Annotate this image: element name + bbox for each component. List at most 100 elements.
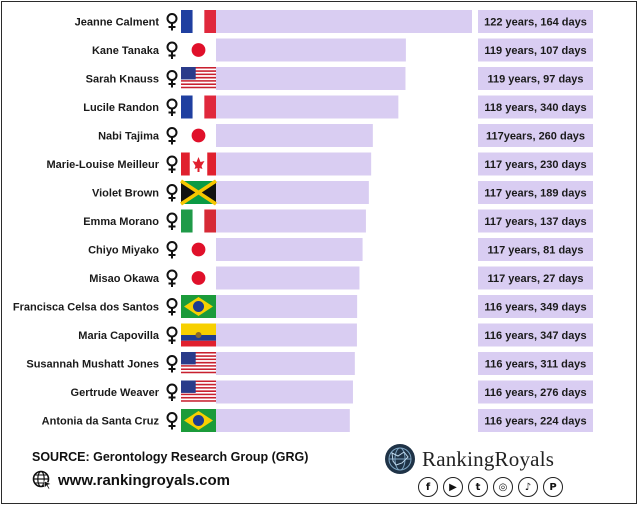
- category-label: Marie-Louise Meilleur: [47, 159, 160, 171]
- canada-flag-icon: [181, 152, 216, 176]
- bar: [215, 10, 472, 33]
- bar: [215, 152, 372, 176]
- social-icons: f ▶ t ◎ ♪ P: [418, 477, 563, 497]
- france-flag-icon: [181, 10, 216, 33]
- value-label: 119 years, 107 days: [484, 45, 586, 57]
- value-label: 116 years, 311 days: [485, 359, 587, 371]
- usa-flag-icon: [181, 352, 216, 375]
- female-symbol-icon: [166, 241, 178, 259]
- brand-name: RankingRoyals: [422, 446, 555, 471]
- bar: [215, 409, 350, 432]
- japan-flag-icon: [181, 124, 216, 147]
- category-label: Kane Tanaka: [92, 45, 160, 57]
- chart-row: Lucile Randon 118 years, 340 days: [83, 95, 593, 119]
- value-box: [478, 295, 593, 318]
- value-label: 116 years, 224 days: [484, 416, 586, 428]
- source-note: SOURCE: Gerontology Research Group (GRG): [32, 450, 309, 464]
- japan-flag-icon: [181, 238, 216, 261]
- chart-row: Maria Capovilla 116 years, 347 days: [78, 323, 593, 347]
- chart-row: Susannah Mushatt Jones 116 years, 311 day…: [26, 352, 593, 375]
- category-label: Chiyo Miyako: [88, 245, 159, 257]
- category-label: Francisca Celsa dos Santos: [13, 302, 159, 314]
- chart-row: Sarah Knauss 119 years, 97 days: [86, 67, 593, 90]
- value-label: 117 years, 230 days: [484, 159, 586, 171]
- value-box: [478, 209, 593, 233]
- value-label: 117 years, 81 days: [487, 245, 583, 257]
- bar: [215, 352, 355, 375]
- chart-row: Jeanne Calment 122 years, 164 days: [75, 10, 593, 33]
- chart-row: Gertrude Weaver 116 years, 276 days: [71, 380, 593, 404]
- value-box: [478, 409, 593, 432]
- value-box: [478, 38, 593, 62]
- female-symbol-icon: [166, 298, 178, 316]
- website-text: www.rankingroyals.com: [58, 471, 230, 489]
- value-box: [478, 266, 593, 290]
- value-box: [478, 238, 593, 261]
- italy-flag-icon: [181, 209, 216, 233]
- value-box: [478, 181, 593, 204]
- value-label: 116 years, 276 days: [484, 387, 586, 399]
- female-symbol-icon: [166, 127, 178, 145]
- website-link[interactable]: www.rankingroyals.com: [32, 470, 230, 490]
- chart-row: Antonia da Santa Cruz 116 years, 224 days: [42, 409, 593, 432]
- twitter-icon[interactable]: t: [468, 477, 488, 497]
- tiktok-icon[interactable]: ♪: [518, 477, 538, 497]
- bar: [215, 380, 353, 404]
- value-label: 119 years, 97 days: [487, 74, 583, 86]
- brazil-flag-icon: [181, 295, 216, 318]
- value-box: [478, 95, 593, 119]
- brazil-flag-icon: [181, 409, 216, 432]
- value-label: 116 years, 347 days: [484, 330, 586, 342]
- globe-cursor-icon: [32, 470, 52, 490]
- value-label: 116 years, 349 days: [484, 302, 586, 314]
- bar: [215, 295, 358, 318]
- bar: [215, 209, 366, 233]
- youtube-icon[interactable]: ▶: [443, 477, 463, 497]
- facebook-icon[interactable]: f: [418, 477, 438, 497]
- japan-flag-icon: [181, 38, 216, 62]
- france-flag-icon: [181, 95, 216, 119]
- category-label: Sarah Knauss: [86, 74, 159, 86]
- bar: [215, 266, 360, 290]
- category-label: Maria Capovilla: [78, 330, 160, 342]
- value-box: [478, 67, 593, 90]
- brand-globe-logo-icon: [385, 444, 415, 474]
- bar: [215, 67, 406, 90]
- female-symbol-icon: [166, 184, 178, 202]
- bar: [215, 38, 406, 62]
- instagram-icon[interactable]: ◎: [493, 477, 513, 497]
- ecuador-flag-icon: [181, 323, 216, 347]
- female-symbol-icon: [166, 98, 178, 116]
- pinterest-icon[interactable]: P: [543, 477, 563, 497]
- female-symbol-icon: [166, 412, 178, 430]
- chart-row: Misao Okawa 117 years, 27 days: [89, 266, 593, 290]
- category-label: Jeanne Calment: [75, 17, 160, 29]
- female-symbol-icon: [166, 355, 178, 373]
- value-label: 117 years, 137 days: [484, 216, 586, 228]
- category-label: Lucile Randon: [83, 102, 159, 114]
- bar: [215, 124, 373, 147]
- chart-row: Violet Brown 117 years, 189 days: [92, 179, 593, 206]
- value-box: [478, 380, 593, 404]
- japan-flag-icon: [181, 266, 216, 290]
- value-label: 122 years, 164 days: [484, 17, 587, 29]
- category-label: Emma Morano: [83, 216, 159, 228]
- female-symbol-icon: [166, 41, 178, 59]
- female-symbol-icon: [166, 269, 178, 287]
- usa-flag-icon: [181, 67, 216, 90]
- chart-row: Nabi Tajima 117years, 260 days: [98, 124, 593, 147]
- value-label: 117 years, 189 days: [484, 188, 586, 200]
- female-symbol-icon: [166, 70, 178, 88]
- value-label: 117 years, 27 days: [487, 273, 583, 285]
- value-label: 118 years, 340 days: [484, 102, 586, 114]
- category-label: Susannah Mushatt Jones: [26, 359, 159, 371]
- category-label: Misao Okawa: [89, 273, 160, 285]
- value-box: [478, 323, 593, 347]
- category-label: Antonia da Santa Cruz: [42, 416, 160, 428]
- female-symbol-icon: [166, 212, 178, 230]
- bar: [215, 181, 369, 204]
- value-box: [478, 152, 593, 176]
- chart-row: Marie-Louise Meilleur 117 years, 230 days: [47, 152, 593, 176]
- female-symbol-icon: [166, 383, 178, 401]
